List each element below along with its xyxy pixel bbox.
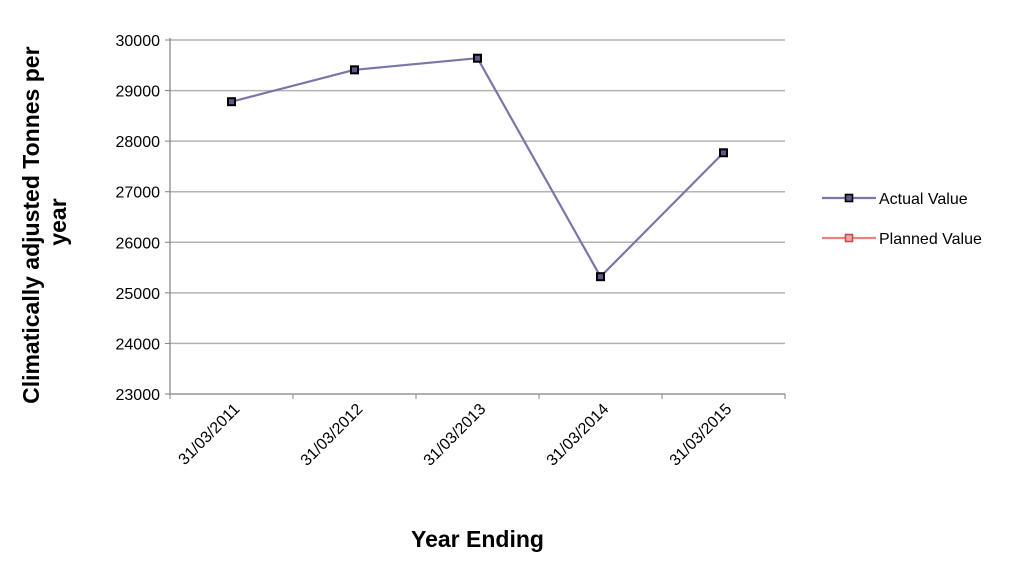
- x-tick-label: 31/03/2014: [544, 401, 613, 470]
- y-tick-label: 29000: [116, 84, 161, 101]
- legend-entry: Planned Value: [822, 231, 982, 248]
- legend-marker: [844, 233, 854, 243]
- x-tick-labels: 31/03/2011 31/03/2012 31/03/2013 31/03/2014…: [176, 401, 736, 470]
- y-tick-label: 28000: [116, 134, 161, 151]
- x-tick-label: 31/03/2015: [667, 401, 736, 470]
- y-axis-title-line-2: year: [45, 198, 71, 245]
- legend-label: Planned Value: [879, 231, 982, 248]
- y-tick-label: 24000: [116, 336, 161, 353]
- grid-lines: [170, 39, 785, 345]
- data-point: [350, 65, 359, 75]
- data-point: [473, 53, 482, 63]
- x-tick-label: 31/03/2012: [298, 401, 367, 470]
- x-tick-label: 31/03/2013: [421, 401, 490, 470]
- axes: [165, 38, 786, 399]
- legend-marker: [844, 193, 854, 203]
- data-point: [227, 97, 236, 107]
- x-axis-title: Year Ending: [411, 526, 544, 552]
- y-tick-label: 30000: [116, 33, 161, 50]
- data-point: [596, 272, 605, 282]
- y-tick-labels: 23000 24000 25000 26000 27000 28000 29000 30000: [116, 33, 161, 404]
- y-tick-label: 25000: [116, 286, 161, 303]
- legend-entry: Actual Value: [822, 191, 968, 208]
- y-tick-label: 26000: [116, 235, 161, 252]
- series-group: [227, 53, 728, 282]
- y-tick-label: 23000: [116, 387, 161, 404]
- y-axis-title-line-1: Climatically adjusted Tonnes per: [18, 46, 44, 403]
- x-tick-label: 31/03/2011: [176, 401, 244, 469]
- y-tick-label: 27000: [116, 185, 161, 202]
- y-axis-title: Climatically adjusted Tonnes per year: [18, 40, 71, 404]
- legend-label: Actual Value: [879, 191, 968, 208]
- legend: Actual Value Planned Value: [822, 191, 982, 248]
- data-point: [719, 148, 728, 158]
